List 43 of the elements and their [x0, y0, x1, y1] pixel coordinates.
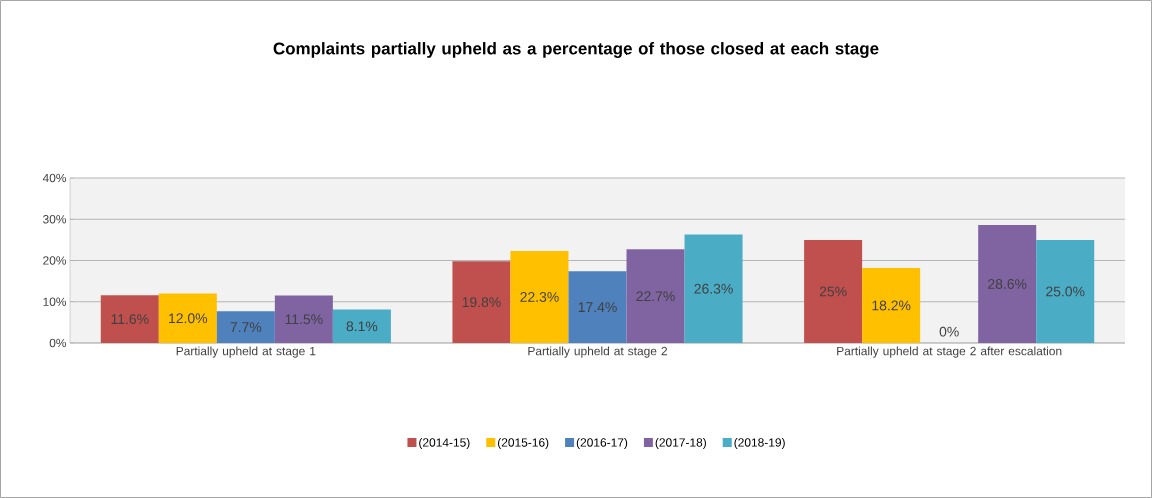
bar [100, 295, 159, 343]
data-label: 28.6% [988, 279, 1027, 289]
bar [684, 234, 743, 343]
bar [862, 267, 921, 343]
bar [158, 293, 217, 343]
data-label: 22.3% [520, 292, 559, 302]
data-label: 0% [939, 326, 959, 337]
data-label: 19.8% [462, 297, 501, 308]
legend-label: (2018-19) [734, 437, 785, 450]
data-label: 26.3% [694, 283, 733, 294]
y-tick-label: 20% [43, 256, 67, 265]
y-tick-label: 10% [43, 297, 67, 306]
bar [804, 239, 863, 343]
bar [216, 311, 275, 343]
data-label: 25.0% [1046, 286, 1085, 297]
bar [510, 251, 569, 343]
x-tick-label: Partially upheld at stage 2 after escalation [837, 346, 1062, 358]
legend-label: (2016-17) [576, 437, 628, 450]
data-label: 18.2% [872, 300, 911, 311]
x-tick-label: Partially upheld at stage 1 [176, 346, 316, 358]
data-label: 17.4% [578, 302, 617, 312]
legend-label: (2015-16) [497, 437, 549, 450]
data-label: 8.1% [346, 321, 378, 332]
y-tick-label: 0% [49, 338, 67, 348]
x-tick-label: Partially upheld at stage 2 [528, 346, 667, 358]
data-label: 11.5% [285, 314, 323, 325]
y-tick-label: 30% [43, 215, 67, 224]
bar [452, 261, 511, 343]
bar [1036, 239, 1095, 343]
bar [626, 249, 685, 343]
data-label: 7.7% [230, 322, 262, 332]
chart-title: Complaints partially upheld as a percentage of those closed at each stage [273, 42, 879, 58]
data-label: 12.0% [169, 313, 208, 324]
bar [978, 225, 1037, 343]
bar [568, 271, 627, 343]
bar [274, 295, 333, 343]
bar [332, 309, 391, 343]
data-label: 11.6% [111, 314, 149, 325]
data-label: 22.7% [636, 291, 675, 302]
legend-label: (2017-18) [655, 437, 706, 450]
y-tick-label: 40% [42, 173, 67, 183]
data-label: 25% [819, 286, 847, 297]
legend-label: (2014-15) [419, 437, 470, 450]
